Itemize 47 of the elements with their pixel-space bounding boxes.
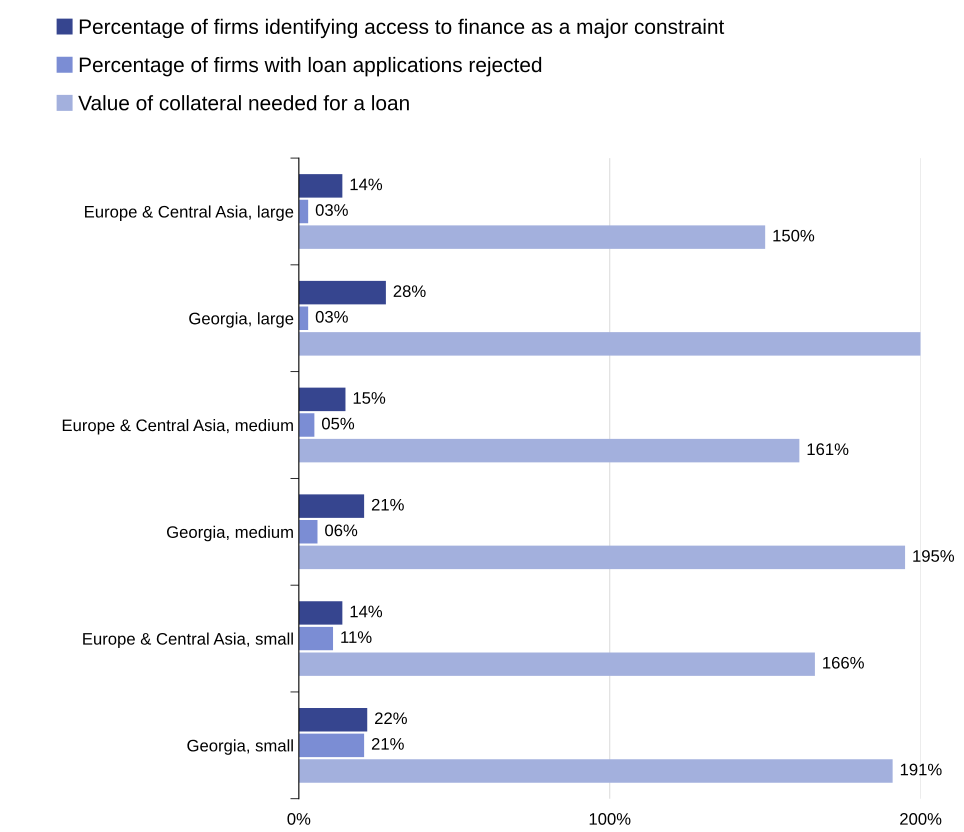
data-label: 06% [325, 524, 358, 536]
bar [298, 413, 314, 437]
bar [298, 759, 893, 783]
legend-label: Percentage of firms identifying access to finance as a major constraint [80, 18, 724, 38]
bar [298, 546, 906, 570]
bar [298, 306, 308, 330]
bar [298, 520, 318, 544]
bar [298, 225, 766, 249]
data-label: 03% [316, 204, 348, 216]
bar [298, 388, 346, 412]
bar [298, 332, 921, 356]
data-label: 14% [350, 178, 382, 190]
legend-label: Value of collateral needed for a loan [78, 95, 409, 110]
data-label: 05% [322, 418, 354, 430]
data-label: 15% [354, 392, 386, 404]
bar [298, 734, 364, 758]
y-tick-label: Europe & Central Asia, medium [62, 418, 293, 435]
data-label: 21% [372, 498, 404, 511]
y-tick-label: Georgia, small [187, 739, 293, 755]
data-label: 166% [823, 656, 864, 669]
legend-label: Percentage of firms with loan applications rejected [80, 56, 542, 76]
y-tick-label: Georgia, large [189, 312, 294, 328]
bar [298, 438, 800, 462]
bar [298, 200, 308, 224]
bar [298, 494, 364, 518]
bar [298, 174, 342, 198]
bar [298, 601, 342, 625]
y-tick-label: Europe & Central Asia, large [85, 205, 294, 221]
data-label: 195% [913, 550, 954, 562]
y-tick-label: Europe & Central Asia, small [83, 632, 293, 648]
data-label: 21% [372, 738, 404, 750]
y-tick-label: Georgia, medium [166, 526, 293, 542]
data-label: 150% [773, 230, 814, 242]
bar [298, 626, 334, 650]
data-label: 03% [316, 310, 348, 323]
bar [298, 708, 368, 732]
data-label: 11% [341, 631, 372, 643]
data-label: 161% [808, 443, 848, 456]
data-label: 14% [350, 606, 382, 618]
data-label: 191% [900, 764, 942, 776]
bar [298, 652, 815, 676]
x-tick-label: 0% [287, 813, 310, 825]
data-label: 28% [394, 285, 426, 298]
x-tick-label: 200% [900, 813, 942, 825]
x-tick-label: 100% [590, 813, 630, 825]
data-label: 22% [375, 712, 407, 724]
bar [298, 280, 386, 304]
